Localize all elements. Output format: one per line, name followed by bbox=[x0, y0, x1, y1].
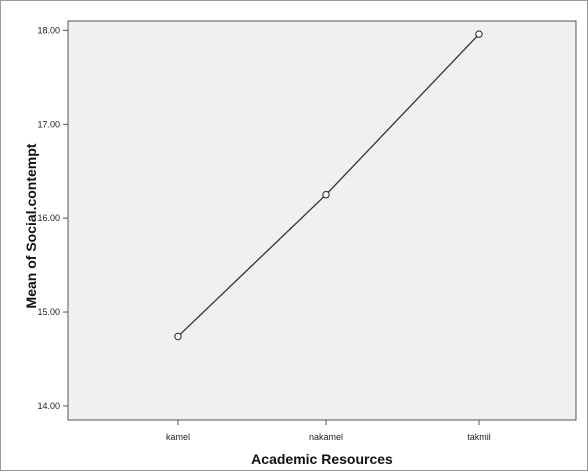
y-tick-label: 18.00 bbox=[37, 25, 60, 35]
x-tick-label-nakamel: nakamel bbox=[309, 432, 343, 442]
x-axis-ticks: kamel nakamel takmil bbox=[166, 420, 491, 442]
x-axis-title: Academic Resources bbox=[251, 451, 393, 467]
y-tick-label: 14.00 bbox=[37, 401, 60, 411]
data-point-takmil bbox=[475, 30, 483, 38]
data-markers bbox=[174, 30, 483, 341]
x-tick-label-takmil: takmil bbox=[467, 432, 491, 442]
data-point-nakamel bbox=[322, 190, 330, 199]
y-tick-label: 16.00 bbox=[37, 213, 60, 223]
plot-area bbox=[67, 20, 577, 421]
x-tick-label-kamel: kamel bbox=[166, 432, 190, 442]
y-tick-label: 15.00 bbox=[37, 307, 60, 317]
y-axis-ticks: 14.00 15.00 16.00 17.00 18.00 bbox=[37, 25, 68, 411]
data-point-kamel bbox=[174, 332, 182, 341]
y-tick-label: 17.00 bbox=[37, 119, 60, 129]
y-axis-title: Mean of Social.contempt bbox=[23, 143, 39, 308]
